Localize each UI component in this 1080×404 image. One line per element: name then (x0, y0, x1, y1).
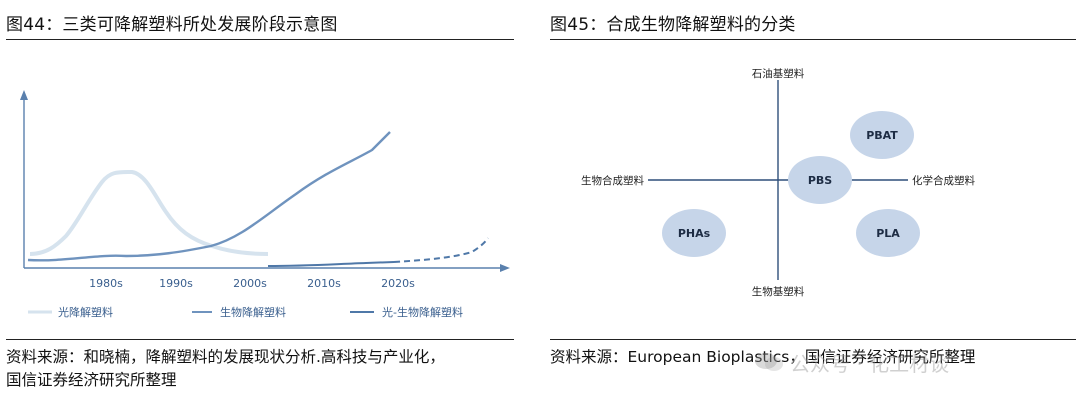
legend-label-photo-bio: 光-生物降解塑料 (382, 305, 463, 319)
legend-label-biodegradable: 生物降解塑料 (220, 305, 286, 319)
figure-44-source: 资料来源：和晓楠，降解塑料的发展现状分析.高科技与产业化， 国信证券经济研究所整… (6, 346, 514, 392)
wechat-icon (755, 353, 783, 371)
photodegradable-curve (29, 169, 269, 256)
y-axis-arrow (20, 90, 28, 100)
bubble-label-pbat: PBAT (866, 129, 898, 142)
x-tick-label: 2020s (381, 277, 415, 290)
x-tick-label: 1990s (159, 277, 193, 290)
watermark: 公众号 · 化工材谈 (754, 344, 1054, 380)
bubble-pbs (788, 156, 852, 204)
bubble-label-pla: PLA (876, 227, 900, 240)
figure-45-title: 图45：合成生物降解塑料的分类 (550, 15, 796, 35)
source-line: 资料来源：European Bioplastics，国信证券经济研究所整理 (550, 348, 976, 366)
biodegradable-curve (27, 131, 391, 262)
watermark-text: 公众号 · 化工材谈 (790, 351, 950, 376)
photo-bio-curve-dashed (393, 237, 489, 263)
x-tick-label: 1980s (89, 277, 123, 290)
photo-bio-curve-solid (267, 261, 395, 267)
source-rule (550, 339, 1076, 340)
axis-label-left: 生物合成塑料 (581, 174, 644, 187)
x-tick-label: 2000s (233, 277, 267, 290)
development-stage-diagram: 1980s 1990s 2000s 2010s 2020s 光降解塑料 生物降解… (20, 90, 510, 319)
source-line: 国信证券经济研究所整理 (6, 371, 177, 389)
axis-label-right: 化学合成塑料 (912, 174, 975, 187)
bubble-phas (662, 209, 726, 257)
source-line: 资料来源：和晓楠，降解塑料的发展现状分析.高科技与产业化， (6, 348, 445, 366)
axis-label-top: 石油基塑料 (752, 67, 805, 80)
bubble-label-phas: PHAs (678, 227, 711, 240)
title-rule (6, 39, 514, 40)
bubble-pbat (850, 111, 914, 159)
x-tick-label: 2010s (307, 277, 341, 290)
figure-45-source: 资料来源：European Bioplastics，国信证券经济研究所整理 (550, 346, 1076, 369)
bubble-pla (856, 209, 920, 257)
axis-label-bottom: 生物基塑料 (752, 285, 805, 298)
legend-label-photodegradable: 光降解塑料 (58, 305, 113, 319)
classification-quadrant-diagram: 石油基塑料 生物基塑料 生物合成塑料 化学合成塑料 PBAT PBS PHAs … (581, 67, 975, 298)
bubble-label-pbs: PBS (808, 174, 832, 187)
source-rule (6, 339, 514, 340)
figure-44-title: 图44：三类可降解塑料所处发展阶段示意图 (6, 15, 338, 35)
x-axis-arrow (500, 264, 510, 272)
title-rule (550, 39, 1076, 40)
